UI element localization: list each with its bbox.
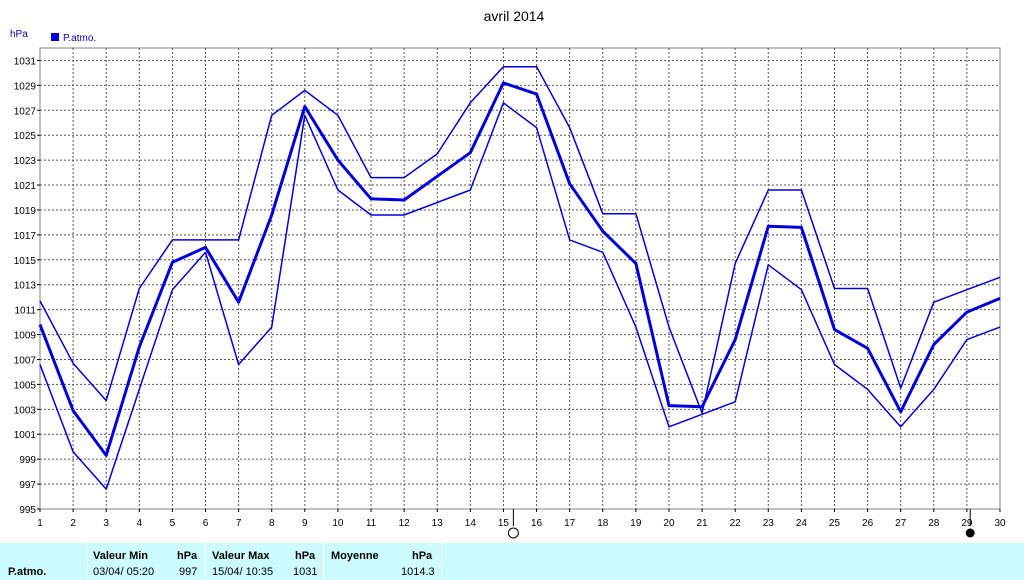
new-moon-icon	[965, 528, 975, 538]
x-tick-label: 21	[697, 518, 709, 529]
x-axis-ticks: 1 2 3 4 5 6 7 8 9 10 11 12 13 14 15 16 17 18 19 20 21 22 23 24 2…	[37, 509, 1006, 529]
x-tick-label: 22	[730, 518, 742, 529]
x-tick-label: 23	[763, 518, 775, 529]
y-tick-label: 1013	[14, 281, 37, 292]
x-tick-label: 18	[597, 518, 609, 529]
x-tick-label: 15	[498, 518, 510, 529]
x-tick-label: 19	[630, 518, 642, 529]
pressure-chart: avril 2014 hPa P.atmo. 995 997 999 1001 1003…	[10, 8, 1006, 539]
chart-title: avril 2014	[484, 8, 545, 24]
y-tick-label: 1007	[14, 355, 37, 366]
x-tick-label: 28	[928, 518, 940, 529]
max-date: 15/04/ 10:35	[212, 566, 274, 578]
y-axis-unit: hPa	[10, 29, 28, 40]
y-tick-label: 1011	[14, 306, 36, 317]
x-tick-label: 14	[465, 518, 477, 529]
x-tick-label: 17	[564, 518, 576, 529]
x-tick-label: 25	[829, 518, 841, 529]
y-tick-label: 1029	[14, 81, 37, 92]
max-value: 1031	[293, 566, 318, 578]
series-line-min	[39, 102, 1001, 490]
min-unit: hPa	[177, 550, 198, 562]
x-tick-label: 29	[961, 518, 973, 529]
x-tick-label: 1	[37, 518, 43, 529]
y-tick-label: 1005	[14, 380, 37, 391]
footer-separator	[87, 543, 88, 580]
x-tick-label: 11	[366, 518, 377, 529]
x-tick-label: 3	[103, 518, 109, 529]
plot-area	[39, 47, 1001, 510]
y-tick-label: 1031	[14, 56, 37, 67]
x-tick-label: 26	[862, 518, 874, 529]
x-tick-label: 27	[895, 518, 907, 529]
x-tick-label: 24	[796, 518, 808, 529]
y-axis-ticks: 995 997 999 1001 1003 1005 1007 1009 1011 1013 101…	[14, 56, 40, 516]
x-tick-label: 8	[269, 518, 275, 529]
y-tick-label: 997	[19, 480, 36, 491]
y-tick-label: 995	[19, 505, 36, 516]
min-header: Valeur Min	[93, 550, 149, 562]
legend-label: P.atmo.	[63, 33, 96, 44]
min-value: 997	[179, 566, 198, 578]
y-tick-label: 1003	[14, 405, 37, 416]
mean-header: Moyenne	[331, 550, 379, 562]
footer-separator	[205, 543, 206, 580]
x-tick-label: 10	[332, 518, 344, 529]
x-tick-label: 16	[531, 518, 543, 529]
x-tick-label: 5	[170, 518, 176, 529]
y-tick-label: 1023	[14, 156, 37, 167]
y-tick-label: 1017	[14, 231, 37, 242]
mean-unit: hPa	[412, 550, 433, 562]
series-line-mean	[38, 81, 1001, 457]
footer-separator	[323, 543, 324, 580]
x-tick-label: 30	[994, 518, 1006, 529]
legend-swatch	[51, 33, 59, 41]
y-tick-label: 1009	[14, 331, 37, 342]
footer-separator	[441, 543, 442, 580]
x-tick-label: 12	[399, 518, 411, 529]
series-lines	[38, 65, 1001, 490]
y-tick-label: 999	[19, 455, 36, 466]
y-tick-label: 1019	[14, 206, 37, 217]
min-date: 03/04/ 05:20	[93, 566, 155, 578]
series-line-max	[39, 65, 1001, 414]
x-tick-label: 6	[203, 518, 209, 529]
x-tick-label: 7	[236, 518, 242, 529]
y-tick-label: 1021	[14, 181, 37, 192]
x-tick-label: 20	[663, 518, 675, 529]
y-tick-label: 1027	[14, 106, 37, 117]
gridlines	[40, 48, 1000, 509]
y-tick-label: 1015	[14, 256, 37, 267]
x-tick-label: 4	[137, 518, 143, 529]
stats-footer: P.atmo. Valeur Min hPa 03/04/ 05:20 997 …	[0, 543, 1024, 580]
footer-series-label: P.atmo.	[8, 566, 47, 578]
x-tick-label: 9	[302, 518, 308, 529]
y-tick-label: 1001	[14, 430, 37, 441]
mean-value: 1014.3	[401, 566, 435, 578]
full-moon-icon	[507, 527, 519, 539]
moon-phase-markers	[507, 509, 975, 539]
max-header: Valeur Max	[212, 550, 270, 562]
x-tick-label: 2	[70, 518, 76, 529]
y-tick-label: 1025	[14, 131, 37, 142]
max-unit: hPa	[295, 550, 316, 562]
x-tick-label: 13	[432, 518, 444, 529]
